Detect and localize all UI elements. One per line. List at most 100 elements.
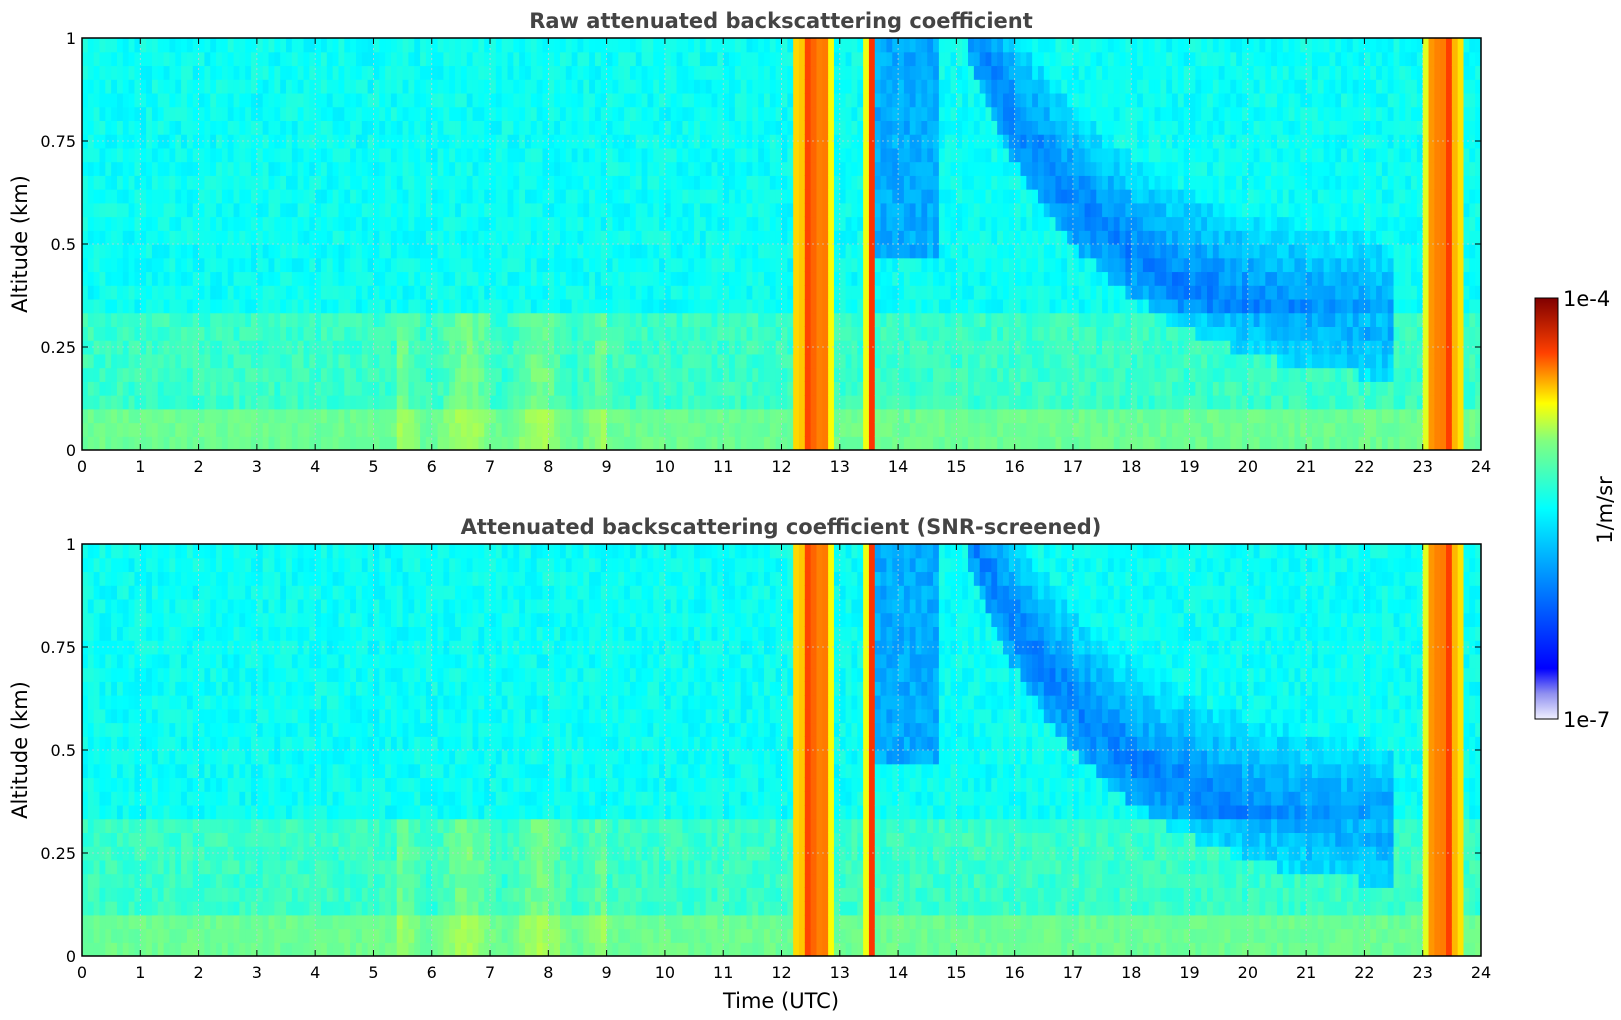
heatmap-cell	[559, 381, 567, 396]
heatmap-cell	[798, 216, 806, 231]
heatmap-cell	[554, 175, 561, 190]
heatmap-cell	[105, 65, 112, 80]
heatmap-cell	[618, 120, 625, 135]
heatmap-cell	[87, 230, 95, 245]
heatmap-cell	[297, 216, 305, 231]
heatmap-cell	[938, 395, 946, 410]
heatmap-cell	[93, 202, 101, 218]
heatmap-cell	[764, 271, 771, 286]
heatmap-cell	[350, 367, 357, 382]
heatmap-cell	[495, 147, 503, 163]
heatmap-cell	[321, 175, 328, 190]
heatmap-cell	[408, 216, 415, 231]
heatmap-cell	[629, 230, 637, 245]
heatmap-cell	[326, 298, 334, 314]
heatmap-cell	[507, 436, 514, 450]
heatmap-cell	[344, 106, 351, 121]
heatmap-cell	[705, 175, 713, 190]
heatmap-cell	[746, 161, 753, 176]
heatmap-cell	[933, 51, 940, 67]
heatmap-cell	[670, 175, 678, 190]
heatmap-cell	[128, 79, 136, 94]
heatmap-cell	[950, 92, 957, 108]
heatmap-cell	[455, 38, 462, 53]
heatmap-cell	[612, 422, 619, 437]
heatmap-cell	[490, 436, 497, 450]
heatmap-cell	[291, 436, 299, 450]
heatmap-cell	[338, 65, 345, 80]
heatmap-cell	[979, 381, 987, 396]
heatmap-cell	[559, 230, 567, 245]
heatmap-cell	[437, 395, 445, 410]
heatmap-cell	[93, 92, 101, 108]
heatmap-cell	[1043, 147, 1051, 163]
heatmap-cell	[192, 79, 200, 94]
heatmap-cell	[437, 175, 445, 190]
heatmap-cell	[414, 271, 421, 286]
heatmap-cell	[1008, 120, 1016, 135]
heatmap-cell	[338, 422, 345, 437]
heatmap-cell	[490, 367, 497, 382]
heatmap-cell	[315, 367, 322, 382]
heatmap-cell	[670, 422, 678, 437]
heatmap-cell	[233, 120, 240, 135]
heatmap-cell	[886, 367, 893, 382]
heatmap-cell	[775, 244, 783, 259]
heatmap-cell	[565, 298, 573, 314]
heatmap-cell	[385, 216, 392, 231]
heatmap-cell	[612, 340, 619, 355]
heatmap-cell	[227, 395, 235, 410]
heatmap-cell	[396, 92, 404, 108]
heatmap-cell	[921, 326, 928, 341]
heatmap-cell	[909, 326, 917, 341]
heatmap-cell	[291, 216, 299, 231]
heatmap-cell	[670, 38, 678, 53]
heatmap-cell	[326, 202, 334, 218]
heatmap-cell	[99, 298, 106, 314]
heatmap-cell	[420, 202, 427, 218]
heatmap-cell	[443, 298, 450, 314]
heatmap-cell	[1014, 422, 1022, 437]
heatmap-cell	[670, 367, 678, 382]
heatmap-cell	[192, 326, 200, 341]
heatmap-cell	[536, 216, 544, 231]
heatmap-cell	[915, 189, 922, 204]
heatmap-cell	[408, 92, 415, 108]
heatmap-cell	[600, 202, 608, 218]
heatmap-cell	[128, 408, 136, 424]
heatmap-cell	[186, 147, 194, 163]
heatmap-cell	[373, 408, 380, 424]
heatmap-cell	[350, 120, 357, 135]
heatmap-cell	[612, 285, 619, 300]
heatmap-cell	[192, 353, 200, 369]
heatmap-cell	[385, 202, 392, 218]
heatmap-cell	[729, 257, 736, 273]
heatmap-cell	[286, 79, 293, 94]
heatmap-cell	[798, 65, 806, 80]
heatmap-cell	[530, 134, 538, 149]
heatmap-cell	[291, 408, 299, 424]
heatmap-cell	[420, 230, 427, 245]
heatmap-cell	[933, 285, 940, 300]
heatmap-cell	[192, 51, 200, 67]
heatmap-cell	[1049, 244, 1057, 259]
heatmap-cell	[379, 38, 386, 53]
heatmap-cell	[699, 120, 707, 135]
heatmap-cell	[746, 106, 753, 121]
heatmap-cell	[128, 65, 136, 80]
heatmap-cell	[1043, 189, 1051, 204]
heatmap-cell	[664, 65, 672, 80]
heatmap-cell	[256, 106, 264, 121]
heatmap-cell	[507, 216, 514, 231]
heatmap-cell	[361, 38, 369, 53]
heatmap-cell	[699, 244, 707, 259]
heatmap-cell	[705, 395, 713, 410]
heatmap-cell	[186, 326, 194, 341]
heatmap-cell	[664, 326, 672, 341]
heatmap-cell	[612, 230, 619, 245]
heatmap-cell	[443, 257, 450, 273]
heatmap-cell	[472, 175, 479, 190]
heatmap-cell	[1049, 326, 1057, 341]
heatmap-cell	[822, 298, 829, 314]
heatmap-cell	[443, 326, 450, 341]
